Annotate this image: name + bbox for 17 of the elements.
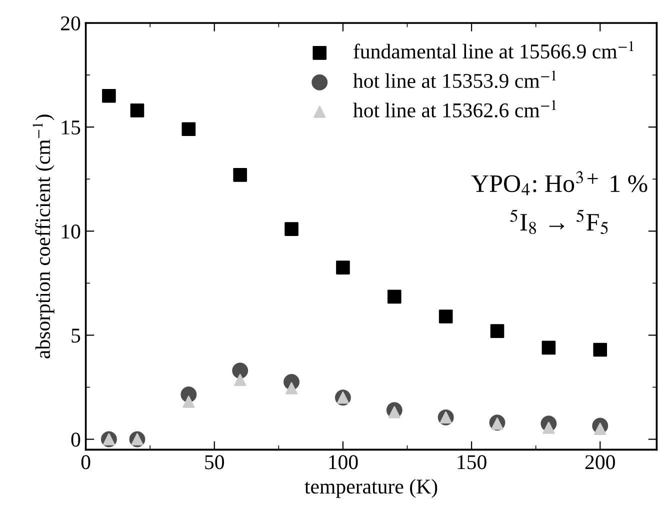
y-tick-label: 20 — [61, 16, 80, 30]
legend-label: hot line at 15353.9 cm$^{−1}$ — [353, 70, 556, 88]
x-tick-label: 200 — [585, 455, 615, 470]
legend-label: fundamental line at 15566.9 cm$^{−1}$ — [354, 41, 634, 59]
x-tick-label: 50 — [205, 455, 224, 470]
x-tick-label: 150 — [458, 455, 486, 470]
y-axis-title: absorption coefficient (cm$^{−1}$) — [32, 114, 54, 358]
legend-label: hot line at 15362.6 cm$^{−1}$ — [353, 100, 556, 118]
annotation: $^{5}$I$_{8}$ → $^{5}$F$_{5}$ — [510, 210, 608, 234]
x-axis-title: temperature (K) — [304, 478, 438, 498]
y-tick-label: 0 — [71, 432, 80, 447]
y-tick-label: 15 — [62, 120, 80, 134]
annotation: YPO$_{4}$: Ho$^{3+}$ 1 % — [471, 171, 648, 196]
y-tick-label: 10 — [62, 224, 80, 239]
x-tick-label: 100 — [329, 455, 358, 470]
x-tick-label: 0 — [81, 455, 90, 470]
y-tick-label: 5 — [72, 328, 80, 343]
